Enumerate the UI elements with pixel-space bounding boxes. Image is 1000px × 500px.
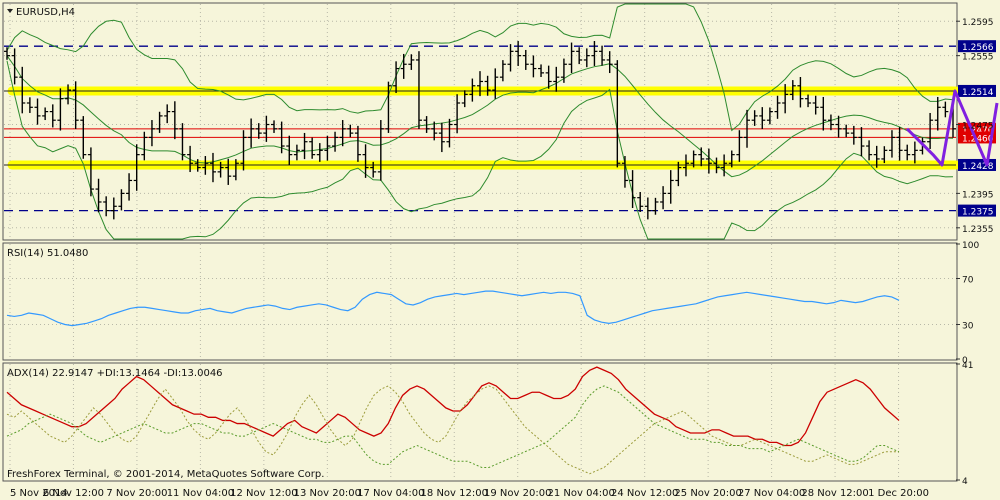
x-tick-label: 21 Nov 04:00: [547, 488, 614, 499]
band-upper-line: [6, 3, 954, 132]
band-lower-line: [6, 60, 954, 240]
price-level-badge: [958, 84, 996, 97]
forecast-path-line: [905, 89, 999, 167]
price-level-badge-label: 1.2566: [962, 43, 994, 53]
adx-tick-label: 41: [962, 361, 973, 371]
x-tick-label: 19 Nov 20:00: [484, 488, 551, 499]
x-tick-label: 18 Nov 12:00: [421, 488, 488, 499]
price-level-badge: [958, 131, 996, 144]
x-tick-label: 1 Dec 20:00: [868, 488, 929, 499]
price-level-badge-label: 1.2470: [962, 126, 994, 136]
y-tick-label: 1.2555: [962, 53, 994, 63]
copyright-watermark: FreshForex Terminal, © 2001-2014, MetaQu…: [7, 469, 324, 480]
y-tick-label: 1.2395: [962, 190, 994, 200]
adx-label: ADX(14) 22.9147 +DI:13.1464 -DI:13.0046: [7, 368, 223, 379]
main-panel-frame: [2, 2, 958, 241]
adx-indicator: [6, 366, 900, 475]
grid-lines: [4, 4, 956, 480]
rsi-tick-label: 70: [962, 276, 974, 286]
rsi-label: RSI(14) 51.0480: [7, 248, 88, 259]
adx-panel-frame: [2, 362, 958, 482]
price-level-badge-label: 1.2428: [962, 162, 994, 172]
price-level-badge-label: 1.2514: [962, 88, 994, 98]
chevron-down-icon[interactable]: [7, 9, 13, 13]
price-bars: [4, 41, 956, 220]
band-middle-line: [6, 55, 954, 178]
forecast-path: [905, 89, 999, 167]
rsi-indicator: [4, 278, 956, 327]
rsi-panel-frame: [2, 242, 958, 361]
x-tick-label: 27 Nov 04:00: [738, 488, 805, 499]
x-tick-label: 17 Nov 04:00: [357, 488, 424, 499]
price-level-badge: [958, 40, 996, 53]
x-tick-label: 5 Nov 2014: [10, 488, 68, 499]
rsi-tick-label: 100: [962, 241, 979, 251]
x-tick-label: 25 Nov 20:00: [674, 488, 741, 499]
x-tick-label: 13 Nov 20:00: [294, 488, 361, 499]
adx-tick-label: 4: [962, 477, 968, 487]
adx-minus-di-line: [6, 385, 900, 468]
price-level-badge-label: 1.2460: [962, 134, 994, 144]
x-tick-label: 6 Nov 12:00: [43, 488, 104, 499]
x-tick-label: 11 Nov 04:00: [167, 488, 234, 499]
price-level-badge-label: 1.2375: [962, 208, 994, 218]
rsi-tick-label: 30: [962, 322, 974, 332]
adx-plus-di-line: [6, 385, 899, 475]
y-tick-label: 1.2355: [962, 225, 994, 235]
chart-title: EURUSD,H4: [16, 7, 75, 18]
rsi-line: [6, 290, 900, 327]
price-level-badge: [958, 204, 996, 217]
adx-main-line: [6, 366, 900, 447]
rsi-tick-label: 0: [962, 356, 968, 366]
x-tick-label: 24 Nov 12:00: [611, 488, 678, 499]
x-tick-label: 28 Nov 12:00: [801, 488, 868, 499]
y-tick-label: 1.2475: [962, 122, 994, 132]
y-tick-label: 1.2595: [962, 18, 994, 28]
x-tick-label: 12 Nov 12:00: [230, 488, 297, 499]
x-tick-label: 7 Nov 20:00: [106, 488, 167, 499]
bollinger-bands: [6, 3, 954, 240]
